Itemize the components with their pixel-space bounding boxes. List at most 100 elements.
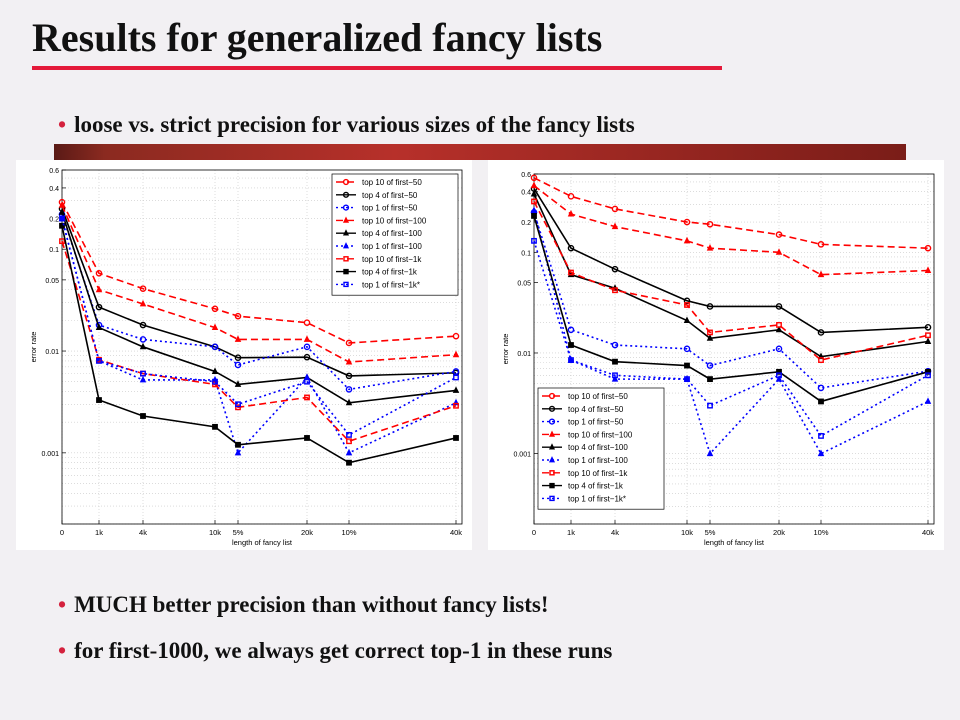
data-point [611,205,619,213]
data-point [342,178,350,186]
series-line [530,174,932,252]
y-tick-label: 0.2 [521,220,531,227]
data-point [612,372,618,379]
chart-right: 0.001 0.01 0.05 0.1 0.2 0.4 0.6 0 1k 4k 10k 5% 20k 10… [501,172,935,547]
data-point [707,402,713,409]
data-point [612,287,618,294]
data-point [530,206,538,214]
data-point [706,244,714,251]
data-point [548,456,556,463]
series-line [59,215,459,438]
data-point [684,362,690,369]
series-path [533,201,929,361]
y-tick-label: 0.6 [521,172,531,179]
x-tick-label: 40k [450,528,462,537]
data-point [924,323,932,331]
data-point [139,299,147,307]
series-path [61,218,457,436]
bullet-glyph: • [58,638,67,663]
data-point [234,312,242,320]
data-point [234,361,242,369]
series-path [61,214,457,391]
data-point [925,332,931,339]
data-point [58,201,66,208]
data-point [96,357,102,364]
data-point [548,405,556,412]
legend: top 10 of first−50 top 4 of first−50 top 1… [537,387,665,510]
data-point [531,237,537,244]
x-tick-label: 20k [301,528,313,537]
y-tick-label: 0.01 [517,351,531,358]
legend-label: top 4 of first−50 [362,191,418,200]
series-path [533,177,929,249]
x-tick-label: 4k [139,528,147,537]
data-point [235,401,241,408]
series-path [533,184,929,276]
legend-label: top 4 of first−100 [362,229,422,238]
data-point [345,448,353,456]
series-line [530,208,932,392]
data-point [140,370,146,377]
data-point [548,443,556,450]
data-point [568,269,574,276]
data-point [212,378,218,385]
slide-title: Results for generalized fancy lists [32,15,603,60]
y-tick-label: 0.4 [49,186,59,193]
data-point [818,433,824,439]
x-tick-label: 20k [773,528,785,537]
legend-label: top 4 of first−50 [568,405,624,414]
data-point [548,418,556,425]
series-line [58,214,460,456]
data-point [775,375,783,382]
data-point [342,191,350,198]
series-line [530,185,932,336]
data-point [342,216,350,223]
data-point [211,323,219,331]
data-point [775,303,783,310]
data-point [345,357,353,365]
data-point [683,218,691,226]
data-point [453,402,459,409]
data-point [303,319,311,326]
legend-label: top 10 of first−1k [568,469,628,478]
data-point [453,435,459,441]
y-tick-label: 0.6 [49,168,59,175]
data-point [549,482,555,489]
data-point [345,372,353,380]
data-point [775,325,783,333]
bullet-bottom-1: • MUCH better precision than without fanc… [58,592,549,618]
data-point [925,372,931,379]
y-tick-label: 0.1 [49,247,59,254]
x-tick-label: 40k [922,528,934,537]
legend-label: top 1 of first−1k* [362,280,420,289]
data-point [567,326,575,334]
chart-right-panel: 0.001 0.01 0.05 0.1 0.2 0.4 0.6 0 1k 4k 10k 5% 20k 10… [488,160,944,550]
data-point [531,213,537,219]
legend-label: top 1 of first−100 [362,242,422,251]
data-point [567,193,575,200]
data-point [140,413,146,419]
data-point [342,242,350,249]
x-tick-label: 10k [209,528,221,537]
x-tick-label: 0 [60,528,64,537]
data-point [817,384,825,392]
data-point [452,386,460,393]
data-point [139,375,147,383]
legend-label: top 1 of first−50 [568,418,624,427]
data-point [776,322,782,328]
series-path [533,193,929,358]
legend-label: top 10 of first−100 [362,216,427,225]
data-point [775,231,783,238]
bullet-glyph: • [58,592,67,617]
data-point [818,398,824,405]
data-point [452,332,460,340]
data-point [211,305,219,313]
y-tick-label: 0.01 [45,349,59,356]
data-point [817,241,825,248]
decorative-bar [54,144,906,160]
data-point [707,376,713,383]
data-point [818,357,824,363]
data-point [776,372,782,379]
data-point [342,229,350,236]
legend-label: top 1 of first−1k* [568,494,626,503]
